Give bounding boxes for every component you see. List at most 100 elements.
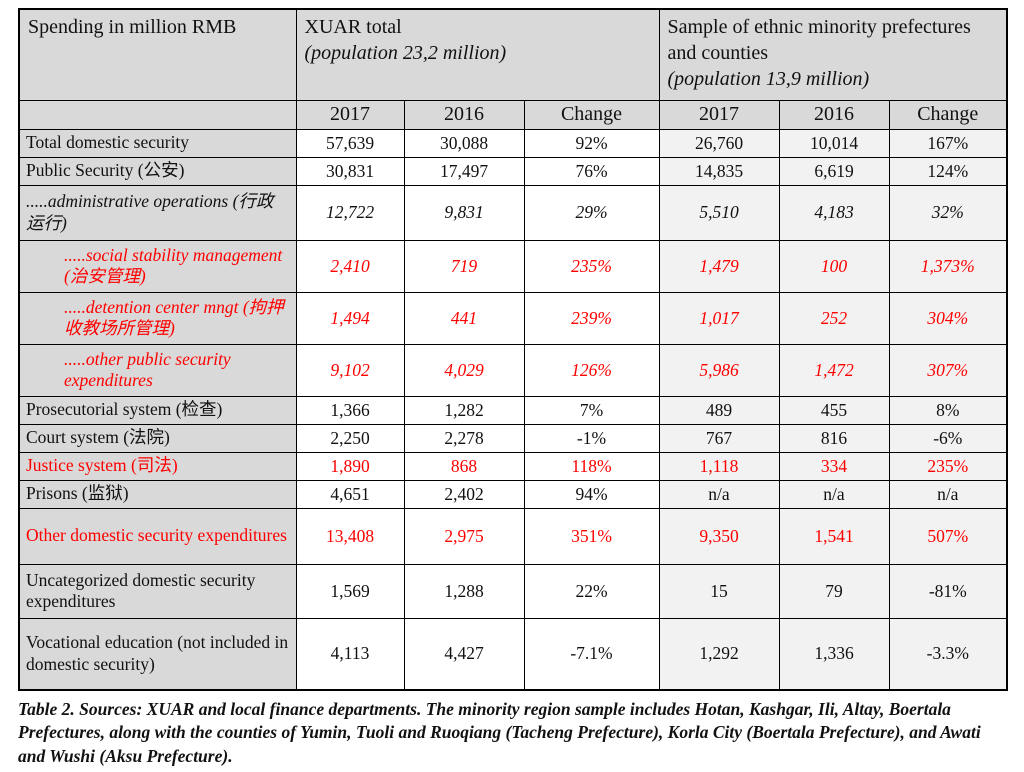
cell-sample-2017: 489 [658,395,780,425]
table-row: Prisons (监狱) 4,651 2,402 94% n/a n/a n/a [18,479,1008,509]
cell-sample-2016: 252 [778,291,890,345]
row-label: Other domestic security expenditures [18,507,297,565]
table-row: Prosecutorial system (检查) 1,366 1,282 7% 489… [18,395,1008,425]
cell-xuar-change: -1% [523,423,660,453]
table-caption: Table 2. Sources: XUAR and local finance… [18,699,981,766]
cell-xuar-2016: 17,497 [403,156,525,186]
xuar-total-subtitle: (population 23,2 million) [304,42,507,64]
cell-xuar-2016: 9,831 [403,184,525,241]
cell-sample-change: 304% [888,291,1008,345]
cell-xuar-2017: 4,113 [295,617,405,691]
cell-sample-change: 124% [888,156,1008,186]
row-label: Court system (法院) [18,423,297,453]
cell-xuar-change: -7.1% [523,617,660,691]
cell-sample-2016: 10,014 [778,128,890,158]
cell-xuar-2016: 1,288 [403,563,525,619]
sample-subtitle: (population 13,9 million) [667,68,870,90]
table-row: .....administrative operations (行政运行) 12,… [18,184,1008,241]
cell-sample-2016: 1,541 [778,507,890,565]
cell-xuar-change: 118% [523,451,660,481]
cell-xuar-2017: 30,831 [295,156,405,186]
cell-sample-change: 32% [888,184,1008,241]
table-row: .....other public security expenditures 9… [18,343,1008,397]
cell-sample-2016: 816 [778,423,890,453]
cell-xuar-2016: 4,427 [403,617,525,691]
row-label: Vocational education (not included in do… [18,617,297,691]
cell-xuar-2017: 9,102 [295,343,405,397]
cell-xuar-2017: 1,494 [295,291,405,345]
year-header-sample-2017: 2017 [658,99,780,130]
year-row-spacer-cell [18,99,297,130]
table-row: Justice system (司法) 1,890 868 118% 1,118 334 2… [18,451,1008,481]
row-label: .....social stability management (治安管理) [18,239,297,293]
cell-sample-2016: 334 [778,451,890,481]
cell-sample-2017: 9,350 [658,507,780,565]
cell-sample-2016: 1,336 [778,617,890,691]
cell-xuar-2016: 4,029 [403,343,525,397]
cell-sample-change: 507% [888,507,1008,565]
cell-xuar-change: 239% [523,291,660,345]
cell-xuar-2017: 4,651 [295,479,405,509]
cell-xuar-2016: 2,975 [403,507,525,565]
cell-sample-2017: 1,479 [658,239,780,293]
cell-sample-2016: 1,472 [778,343,890,397]
cell-xuar-change: 29% [523,184,660,241]
cell-xuar-change: 94% [523,479,660,509]
cell-xuar-change: 126% [523,343,660,397]
sample-header-cell: Sample of ethnic minority prefectures an… [658,8,1008,101]
cell-sample-2016: 100 [778,239,890,293]
cell-sample-2017: 15 [658,563,780,619]
table-row: Uncategorized domestic security expendit… [18,563,1008,619]
cell-xuar-2016: 30,088 [403,128,525,158]
cell-sample-2017: 5,510 [658,184,780,241]
corner-header-label: Spending in million RMB [28,16,237,38]
table-row: Total domestic security 57,639 30,088 92% 26… [18,128,1008,158]
cell-sample-2017: n/a [658,479,780,509]
cell-sample-2017: 1,017 [658,291,780,345]
cell-xuar-change: 7% [523,395,660,425]
cell-xuar-2016: 2,278 [403,423,525,453]
cell-sample-2017: 26,760 [658,128,780,158]
cell-xuar-2016: 719 [403,239,525,293]
cell-sample-change: 1,373% [888,239,1008,293]
cell-sample-change: n/a [888,479,1008,509]
xuar-total-header-cell: XUAR total (population 23,2 million) [295,8,660,101]
cell-xuar-2017: 57,639 [295,128,405,158]
cell-sample-change: 167% [888,128,1008,158]
cell-xuar-2017: 1,366 [295,395,405,425]
year-header-row: 2017 2016 Change 2017 2016 Change [18,99,1008,130]
cell-xuar-2017: 1,890 [295,451,405,481]
cell-xuar-2017: 12,722 [295,184,405,241]
spending-table: Spending in million RMB XUAR total (popu… [18,8,1009,691]
year-header-xuar-2016: 2016 [403,99,525,130]
sample-title: Sample of ethnic minority prefectures an… [667,16,971,64]
cell-xuar-change: 235% [523,239,660,293]
cell-xuar-2017: 1,569 [295,563,405,619]
cell-sample-2017: 5,986 [658,343,780,397]
row-label: Justice system (司法) [18,451,297,481]
cell-xuar-change: 76% [523,156,660,186]
row-label: .....administrative operations (行政运行) [18,184,297,241]
cell-xuar-change: 22% [523,563,660,619]
row-label: Prosecutorial system (检查) [18,395,297,425]
cell-sample-2016: 455 [778,395,890,425]
cell-xuar-2016: 2,402 [403,479,525,509]
row-label: .....detention center mngt (拘押收教场所管理) [18,291,297,345]
cell-xuar-2016: 1,282 [403,395,525,425]
row-label: Total domestic security [18,128,297,158]
cell-sample-2017: 1,292 [658,617,780,691]
table-row: Court system (法院) 2,250 2,278 -1% 767 816 -6% [18,423,1008,453]
row-label: Prisons (监狱) [18,479,297,509]
cell-sample-change: -3.3% [888,617,1008,691]
cell-xuar-change: 92% [523,128,660,158]
spending-table-body: Total domestic security 57,639 30,088 92% 26… [18,128,1008,691]
cell-xuar-change: 351% [523,507,660,565]
year-header-xuar-change: Change [523,99,660,130]
cell-sample-change: -6% [888,423,1008,453]
cell-xuar-2017: 2,410 [295,239,405,293]
xuar-total-title: XUAR total [304,16,402,38]
table-row: Public Security (公安) 30,831 17,497 76% 14,83… [18,156,1008,186]
cell-sample-change: 8% [888,395,1008,425]
cell-sample-2017: 14,835 [658,156,780,186]
